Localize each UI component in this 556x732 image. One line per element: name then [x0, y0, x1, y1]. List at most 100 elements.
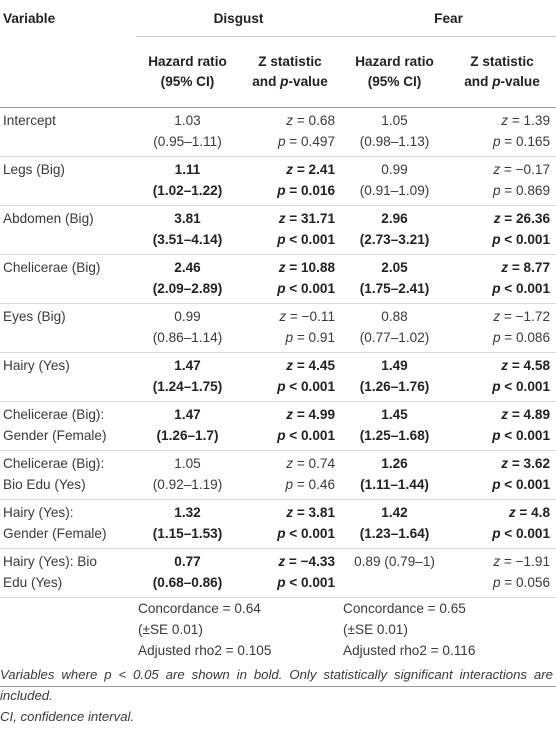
fear-z-cell: z = −1.72 p = 0.086 — [448, 304, 556, 353]
disgust-hr-cell-line1: 1.32 — [174, 505, 201, 520]
disgust-hr-cell-line1: 1.11 — [174, 162, 201, 177]
variable-cell-line1: Hairy (Yes): Bio — [3, 554, 97, 569]
disgust-hr-cell-line1: 1.03 — [174, 113, 201, 128]
variable-cell-line2: Gender (Female) — [3, 428, 107, 443]
table-row: Chelicerae (Big): Gender (Female) 1.47 (1.2… — [0, 402, 556, 451]
variable-cell-line2: Gender (Female) — [3, 526, 107, 541]
disgust-z-cell-line1: z = −4.33 — [278, 554, 336, 569]
fear-z-cell-line1: z = 4.8 — [508, 505, 551, 520]
empty-header-cell — [0, 37, 136, 108]
disgust-z-cell: z = 0.74 p = 0.46 — [239, 451, 341, 500]
variable-cell: Abdomen (Big) — [0, 206, 136, 255]
disgust-se: (±SE 0.01) — [138, 622, 203, 637]
disgust-z-cell-line1: z = 10.88 — [278, 260, 336, 275]
fear-hr-cell-line1: 1.42 — [381, 505, 408, 520]
fear-hr-cell: 0.88 (0.77–1.02) — [341, 304, 448, 353]
disgust-hr-cell: 1.05 (0.92–1.19) — [136, 451, 239, 500]
table-body: Intercept 1.03 (0.95–1.11) z = 0.68 p = 0.49… — [0, 108, 556, 598]
fear-hr-cell: 1.26 (1.11–1.44) — [341, 451, 448, 500]
disgust-hr-cell-line1: 1.47 — [174, 407, 201, 422]
fear-hr-cell: 1.42 (1.23–1.64) — [341, 500, 448, 549]
fear-hr-cell: 2.05 (1.75–2.41) — [341, 255, 448, 304]
disgust-z-cell-line2: p < 0.001 — [277, 575, 336, 590]
fear-z-cell-line1: z = 4.58 — [501, 358, 551, 373]
disgust-z-cell: z = −0.11 p = 0.91 — [239, 304, 341, 353]
table-row: Legs (Big) 1.11 (1.02–1.22) z = 2.41 p = 0.0… — [0, 157, 556, 206]
fear-z-cell-line2: p < 0.001 — [492, 526, 551, 541]
fear-z-cell-line2: p < 0.001 — [492, 232, 551, 247]
disgust-hr-header: Hazard ratio (95% CI) — [148, 54, 227, 89]
disgust-hr-cell: 3.81 (3.51–4.14) — [136, 206, 239, 255]
hazard-ratio-table: Variable Disgust Fear Hazard ratio (95% C… — [0, 0, 556, 687]
fear-hr-cell-line2: (0.98–1.13) — [359, 134, 430, 149]
fear-hr-cell-line1: 1.45 — [381, 407, 408, 422]
disgust-hr-cell: 2.46 (2.09–2.89) — [136, 255, 239, 304]
disgust-z-cell-line1: z = 4.99 — [286, 407, 336, 422]
disgust-hr-cell-line1: 3.81 — [174, 211, 201, 226]
disgust-z-cell: z = −4.33 p < 0.001 — [239, 549, 341, 598]
variable-cell-line1: Eyes (Big) — [3, 309, 66, 324]
fear-z-cell-line2: p = 0.869 — [492, 183, 551, 198]
variable-cell-line1: Chelicerae (Big): — [3, 456, 105, 471]
disgust-hr-cell-line2: (1.26–1.7) — [156, 428, 219, 443]
table-row: Abdomen (Big) 3.81 (3.51–4.14) z = 31.71 p <… — [0, 206, 556, 255]
variable-header: Variable — [3, 10, 56, 26]
disgust-z-cell: z = 2.41 p = 0.016 — [239, 157, 341, 206]
variable-cell: Hairy (Yes): Gender (Female) — [0, 500, 136, 549]
fear-hr-header: Hazard ratio (95% CI) — [355, 54, 434, 89]
fear-z-cell: z = 3.62 p < 0.001 — [448, 451, 556, 500]
fear-z-cell: z = 4.58 p < 0.001 — [448, 353, 556, 402]
disgust-hr-cell-line2: (0.95–1.11) — [153, 134, 222, 149]
disgust-hr-cell-line2: (2.09–2.89) — [152, 281, 223, 296]
group-header-row: Variable Disgust Fear — [0, 0, 556, 37]
fear-z-cell-line2: p < 0.001 — [492, 379, 551, 394]
fear-hr-cell-line2: (1.75–2.41) — [359, 281, 430, 296]
table-row: Hairy (Yes): Bio Edu (Yes) 0.77 (0.68–0.86)… — [0, 549, 556, 598]
fear-z-cell: z = 4.8 p < 0.001 — [448, 500, 556, 549]
variable-cell: Eyes (Big) — [0, 304, 136, 353]
fear-z-cell-line1: z = 3.62 — [501, 456, 551, 471]
fear-hr-cell-line1: 1.26 — [381, 456, 408, 471]
fear-hr-cell: 0.89 (0.79–1) — [341, 549, 448, 598]
fear-hr-cell-line1: 2.96 — [381, 211, 408, 226]
variable-cell-line1: Abdomen (Big) — [3, 211, 94, 226]
fear-z-cell-line1: z = −1.91 — [493, 554, 551, 569]
fear-z-cell-line2: p < 0.001 — [492, 281, 551, 296]
variable-cell-line1: Chelicerae (Big): — [3, 407, 105, 422]
disgust-z-cell-line1: z = 31.71 — [278, 211, 336, 226]
column-header-row: Hazard ratio (95% CI) Z statistic and p-va… — [0, 37, 556, 108]
significance-note: Variables where p < 0.05 are shown in bo… — [0, 667, 553, 703]
table-row: Chelicerae (Big): Bio Edu (Yes) 1.05 (0.92–… — [0, 451, 556, 500]
fear-z-cell: z = 26.36 p < 0.001 — [448, 206, 556, 255]
fear-hr-cell-line1: 2.05 — [381, 260, 408, 275]
table-row: Chelicerae (Big) 2.46 (2.09–2.89) z = 10.88… — [0, 255, 556, 304]
disgust-hr-cell-line2: (1.02–1.22) — [152, 183, 223, 198]
table-row: Hairy (Yes) 1.47 (1.24–1.75) z = 4.45 p < 0.… — [0, 353, 556, 402]
fear-z-cell-line1: z = 26.36 — [493, 211, 551, 226]
disgust-hr-cell: 0.77 (0.68–0.86) — [136, 549, 239, 598]
fear-hr-cell-line1: 0.99 — [381, 162, 408, 177]
variable-cell-line1: Legs (Big) — [3, 162, 65, 177]
fear-z-cell-line2: p = 0.056 — [492, 575, 551, 590]
fear-group-header: Fear — [341, 0, 556, 37]
variable-cell-line1: Hairy (Yes) — [3, 358, 70, 373]
disgust-z-cell: z = 0.68 p = 0.497 — [239, 108, 341, 157]
disgust-hr-cell-line2: (0.86–1.14) — [152, 330, 223, 345]
disgust-summary: Concordance = 0.64 (±SE 0.01) Adjusted r… — [136, 598, 341, 687]
fear-z-cell-line1: z = 1.39 — [501, 113, 551, 128]
variable-cell: Chelicerae (Big): Gender (Female) — [0, 402, 136, 451]
disgust-z-cell-line1: z = 0.68 — [286, 113, 336, 128]
disgust-hr-cell: 0.99 (0.86–1.14) — [136, 304, 239, 353]
fear-hr-cell: 2.96 (2.73–3.21) — [341, 206, 448, 255]
fear-hr-cell-line1: 0.88 — [381, 309, 408, 324]
disgust-hr-cell-line1: 0.99 — [174, 309, 201, 324]
disgust-hr-cell: 1.47 (1.26–1.7) — [136, 402, 239, 451]
disgust-hr-cell-line1: 1.47 — [174, 358, 201, 373]
fear-hr-cell: 1.45 (1.25–1.68) — [341, 402, 448, 451]
table-footnotes: Variables where p < 0.05 are shown in bo… — [0, 664, 553, 727]
variable-cell: Hairy (Yes) — [0, 353, 136, 402]
fear-hr-cell-line2: (1.25–1.68) — [359, 428, 430, 443]
variable-cell: Intercept — [0, 108, 136, 157]
disgust-hr-cell-line2: (0.92–1.19) — [152, 477, 223, 492]
disgust-z-cell-line2: p = 0.91 — [285, 330, 336, 345]
